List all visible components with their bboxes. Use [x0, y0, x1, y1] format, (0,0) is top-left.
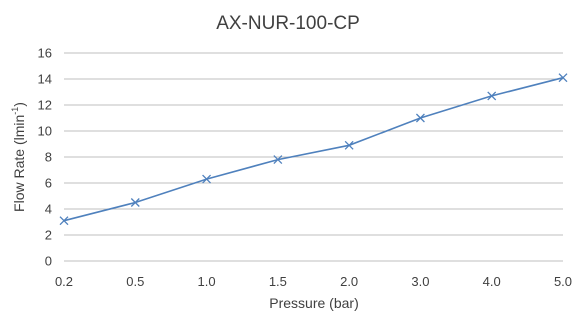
y-tick-label: 12: [38, 98, 52, 113]
x-tick-label: 3.0: [411, 274, 429, 289]
series-line: [63, 76, 564, 222]
y-tick-label: 6: [45, 176, 52, 191]
y-axis-label-main: Flow Rate (lmin: [11, 115, 27, 212]
data-point-marker: [130, 198, 140, 207]
chart-title: AX-NUR-100-CP: [216, 13, 360, 34]
x-tick-label: 5.0: [554, 274, 572, 289]
y-tick-label: 2: [45, 228, 52, 243]
gridlines: [64, 52, 563, 262]
y-tick-label: 16: [38, 46, 52, 61]
data-point-marker: [344, 140, 354, 150]
x-tick-label: 2.0: [340, 274, 358, 289]
x-tick-label: 0.2: [55, 274, 73, 289]
y-tick-label: 10: [38, 124, 52, 139]
data-point-marker: [202, 174, 212, 184]
series-group: [59, 73, 568, 226]
y-tick-label: 8: [45, 150, 52, 165]
x-axis-label: Pressure (bar): [269, 295, 358, 311]
x-tick-label: 1.0: [198, 274, 216, 289]
y-tick-label: 14: [38, 72, 52, 87]
y-tick-label: 4: [45, 202, 52, 217]
x-axis-tick-labels: 0.2 0.5 1.0 1.5 2.0 3.0 4.0 5.0: [55, 274, 572, 289]
data-point-marker: [59, 216, 69, 226]
x-tick-label: 0.5: [126, 274, 144, 289]
x-tick-label: 4.0: [483, 274, 501, 289]
y-axis-label-superscript: -1: [10, 107, 20, 115]
data-point-marker: [415, 113, 425, 123]
y-axis-tick-labels: 0 2 4 6 8 10 12 14 16: [38, 46, 52, 269]
x-tick-label: 1.5: [269, 274, 287, 289]
data-point-marker: [487, 91, 497, 101]
y-axis-label-close: ): [11, 102, 27, 107]
y-axis-label: Flow Rate (lmin-1): [10, 102, 27, 212]
y-tick-label: 0: [45, 254, 52, 269]
data-point-marker: [558, 73, 568, 83]
data-point-marker: [273, 155, 283, 165]
